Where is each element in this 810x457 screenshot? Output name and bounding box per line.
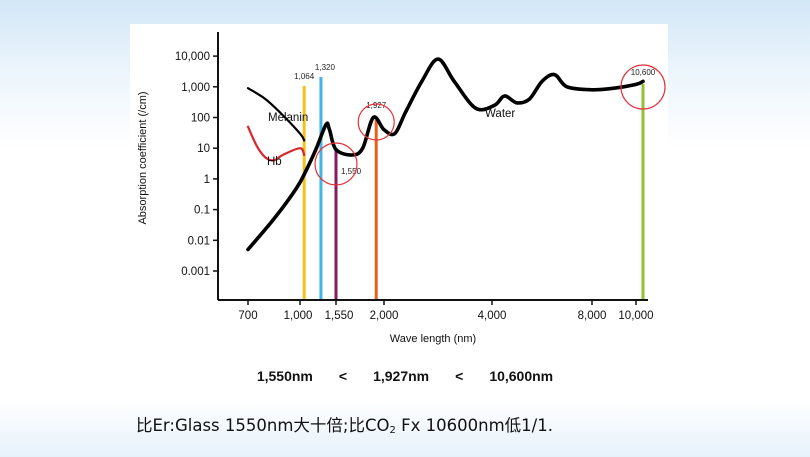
x-tick-label: 10,000: [618, 310, 653, 322]
marker-label-10600: 10,600: [631, 68, 656, 77]
y-tick-label: 1: [204, 174, 210, 186]
marker-label-1550: 1,550: [341, 167, 362, 176]
wavelength-comparison: 1,550nm <1,927nm <10,600nm: [0, 368, 810, 384]
series-melanin-curve: [246, 87, 306, 142]
highlight-circle-1927: [357, 103, 395, 141]
note-text-end: Fx 10600nm低1/1.: [395, 416, 553, 435]
series-label-water: Water: [485, 108, 515, 120]
marker-label-1927: 1,927: [366, 101, 387, 110]
y-tick-label: 0.1: [194, 205, 210, 217]
series-water-curve: [246, 57, 645, 252]
x-tick-label: 1,550: [325, 310, 354, 322]
note-text-start: 比Er:Glass 1550nm大十倍;比CO: [136, 416, 390, 435]
x-tick-label: 700: [238, 310, 257, 322]
series-hb-curve: [246, 125, 306, 162]
x-tick-label: 1,000: [284, 310, 313, 322]
x-axis-title: Wave length (nm): [390, 333, 476, 345]
y-tick-label: 0.001: [181, 266, 210, 278]
note-subscript: 2: [389, 425, 396, 436]
y-tick-label: 10: [197, 143, 210, 155]
y-tick-label: 0.01: [188, 235, 210, 247]
comparison-item-1927: 1,927nm: [373, 368, 430, 384]
highlight-circle-1550: [314, 142, 358, 186]
comparison-operator-2: <: [455, 368, 464, 384]
comparison-operator-1: <: [338, 368, 348, 384]
comparison-item-10600: 10,600nm: [489, 368, 554, 384]
y-tick-label: 100: [191, 113, 210, 125]
series-label-melanin: Melanin: [268, 112, 308, 124]
marker-label-1064: 1,064: [294, 72, 315, 81]
x-tick-label: 2,000: [370, 310, 399, 322]
y-tick-label: 10,000: [175, 51, 210, 63]
absorption-chart: 0.001 0.01 0.1 1 10 100 1,000 10,000 700 1,000 1,5…: [137, 32, 666, 345]
marker-label-1320: 1,320: [315, 63, 336, 72]
chart-panel: 0.001 0.01 0.1 1 10 100 1,000 10,000 700 1,000 1,5…: [130, 24, 668, 350]
x-tick-label: 8,000: [578, 310, 607, 322]
comparison-item-1550: 1,550nm: [256, 368, 313, 384]
comparison-note: 比Er:Glass 1550nm大十倍;比CO2 Fx 10600nm低1/1.: [136, 412, 696, 436]
y-tick-label: 1,000: [181, 82, 210, 94]
series-label-hb: Hb: [267, 156, 282, 168]
x-tick-label: 4,000: [478, 310, 507, 322]
highlight-circle-10600: [620, 64, 666, 110]
y-axis-title: Absorption coefficient (/cm): [137, 91, 149, 224]
